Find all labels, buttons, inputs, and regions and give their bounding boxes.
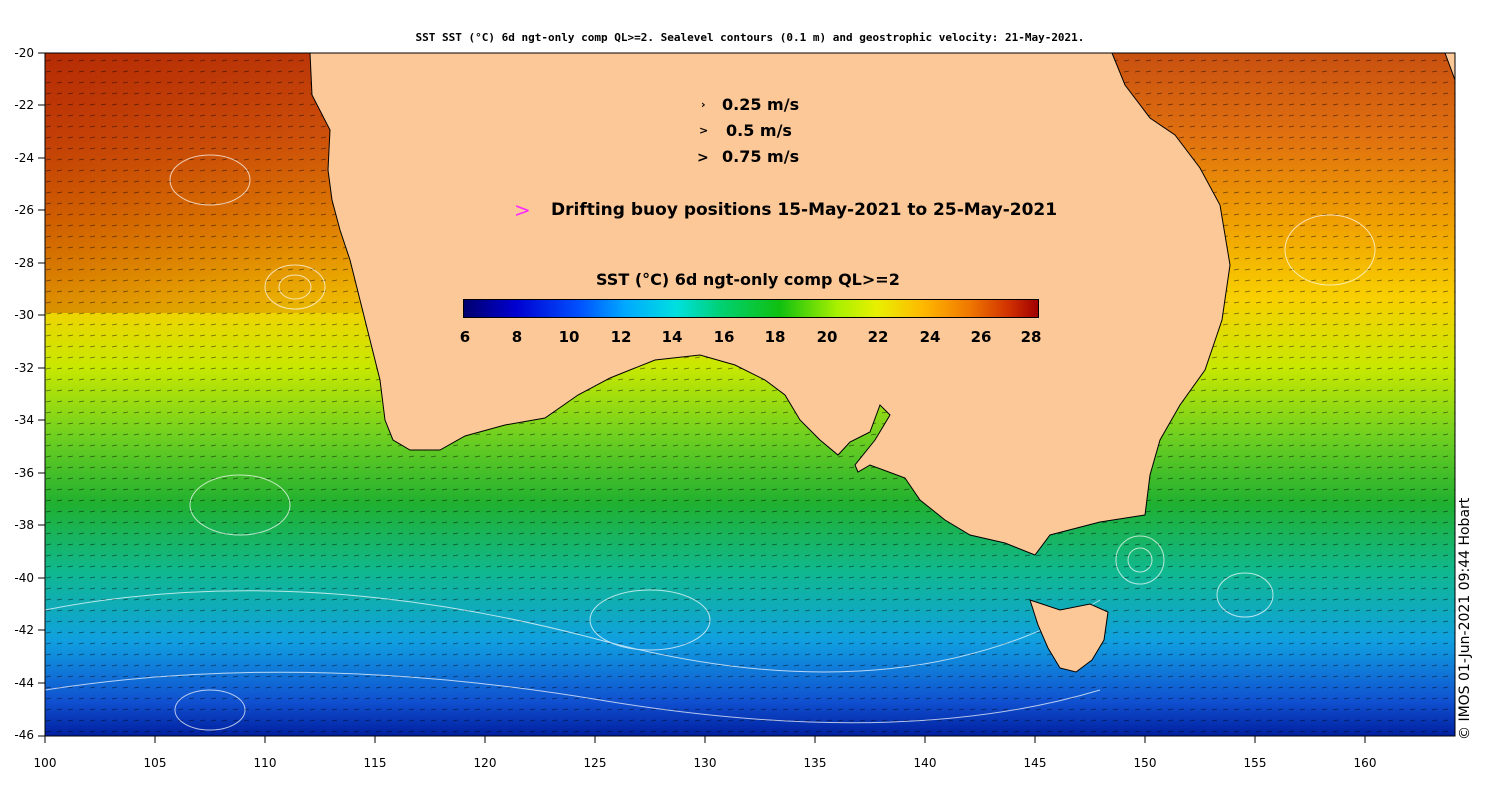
y-tick-label: -26	[14, 203, 34, 217]
y-tick-label: -24	[14, 151, 34, 165]
colorbar-tick-label: 12	[610, 328, 632, 346]
y-tick-label: -40	[14, 571, 34, 585]
x-tick-label: 105	[143, 756, 167, 770]
velocity-legend-label: 0.5 m/s	[726, 121, 792, 140]
map-title: SST SST (°C) 6d ngt-only comp QL>=2. Sea…	[415, 31, 1085, 44]
colorbar-tick-label: 14	[661, 328, 683, 346]
velocity-legend-label: 0.25 m/s	[722, 95, 800, 114]
y-tick-label: -20	[14, 46, 34, 60]
colorbar	[463, 299, 1039, 318]
colorbar-title: SST (°C) 6d ngt-only comp QL>=2	[596, 270, 900, 289]
colorbar-tick-label: 28	[1020, 328, 1042, 346]
imos-credit: © IMOS 01-Jun-2021 09:44 Hobart	[1457, 497, 1473, 740]
velocity-arrow-icon: ›	[701, 98, 706, 111]
colorbar-tick-label: 8	[511, 328, 523, 346]
map-frame	[44, 52, 1456, 737]
x-tick-label: 140	[913, 756, 937, 770]
x-tick-label: 115	[363, 756, 387, 770]
y-tick-label: -28	[14, 256, 34, 270]
x-tick-label: 120	[473, 756, 497, 770]
y-tick-label: -36	[14, 466, 34, 480]
x-tick-label: 145	[1023, 756, 1047, 770]
x-tick-label: 100	[33, 756, 57, 770]
x-tick-label: 155	[1243, 756, 1267, 770]
velocity-arrow-icon: >	[699, 124, 709, 137]
y-tick-label: -46	[14, 728, 34, 742]
velocity-arrow-icon: >	[697, 150, 709, 166]
y-tick-label: -42	[14, 623, 34, 637]
x-tick-label: 110	[253, 756, 277, 770]
x-tick-label: 130	[693, 756, 717, 770]
x-tick-label: 150	[1133, 756, 1157, 770]
x-tick-label: 135	[803, 756, 827, 770]
y-tick-label: -32	[14, 361, 34, 375]
colorbar-tick-label: 22	[867, 328, 889, 346]
colorbar-tick-label: 16	[713, 328, 735, 346]
colorbar-tick-label: 18	[764, 328, 786, 346]
colorbar-tick-label: 20	[816, 328, 838, 346]
tasmania-land	[1029, 599, 1109, 673]
y-tick-label: -22	[14, 98, 34, 112]
colorbar-tick-label: 6	[459, 328, 471, 346]
buoy-arrow-icon: >	[514, 198, 531, 222]
sealevel-contours	[44, 154, 1376, 731]
colorbar-tick-label: 24	[919, 328, 941, 346]
y-tick-label: -44	[14, 676, 34, 690]
x-tick-label: 160	[1353, 756, 1377, 770]
colorbar-tick-label: 10	[558, 328, 580, 346]
velocity-legend-label: 0.75 m/s	[722, 147, 800, 166]
colorbar-tick-label: 26	[970, 328, 992, 346]
y-tick-label: -34	[14, 413, 34, 427]
y-tick-label: -30	[14, 308, 34, 322]
x-tick-label: 125	[583, 756, 607, 770]
buoy-legend-label: Drifting buoy positions 15-May-2021 to 2…	[551, 200, 1058, 220]
y-tick-label: -38	[14, 518, 34, 532]
